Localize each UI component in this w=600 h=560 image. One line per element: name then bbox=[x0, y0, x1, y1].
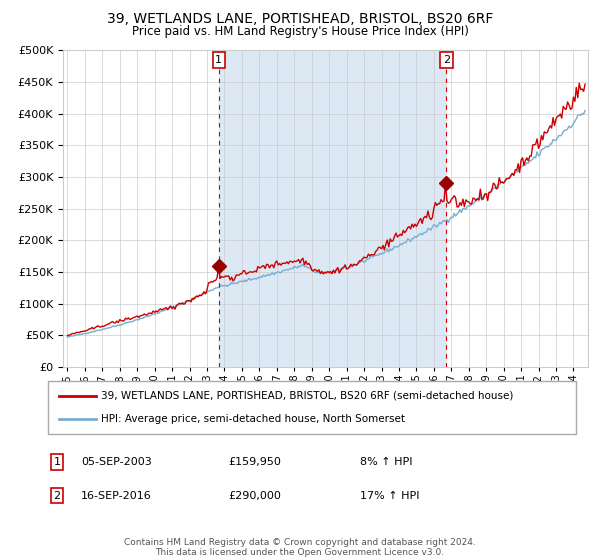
Text: Contains HM Land Registry data © Crown copyright and database right 2024.
This d: Contains HM Land Registry data © Crown c… bbox=[124, 538, 476, 557]
Text: Price paid vs. HM Land Registry's House Price Index (HPI): Price paid vs. HM Land Registry's House … bbox=[131, 25, 469, 38]
FancyBboxPatch shape bbox=[48, 381, 576, 434]
Text: 17% ↑ HPI: 17% ↑ HPI bbox=[360, 491, 419, 501]
Text: 1: 1 bbox=[53, 457, 61, 467]
Text: HPI: Average price, semi-detached house, North Somerset: HPI: Average price, semi-detached house,… bbox=[101, 414, 405, 424]
Text: 39, WETLANDS LANE, PORTISHEAD, BRISTOL, BS20 6RF (semi-detached house): 39, WETLANDS LANE, PORTISHEAD, BRISTOL, … bbox=[101, 391, 513, 401]
Text: 39, WETLANDS LANE, PORTISHEAD, BRISTOL, BS20 6RF: 39, WETLANDS LANE, PORTISHEAD, BRISTOL, … bbox=[107, 12, 493, 26]
Text: 2: 2 bbox=[443, 55, 450, 65]
Text: 16-SEP-2016: 16-SEP-2016 bbox=[81, 491, 152, 501]
Text: 8% ↑ HPI: 8% ↑ HPI bbox=[360, 457, 413, 467]
Text: 1: 1 bbox=[215, 55, 222, 65]
Text: £290,000: £290,000 bbox=[228, 491, 281, 501]
Bar bbox=[219, 50, 446, 367]
Text: £159,950: £159,950 bbox=[228, 457, 281, 467]
Text: 05-SEP-2003: 05-SEP-2003 bbox=[81, 457, 152, 467]
Text: 2: 2 bbox=[53, 491, 61, 501]
